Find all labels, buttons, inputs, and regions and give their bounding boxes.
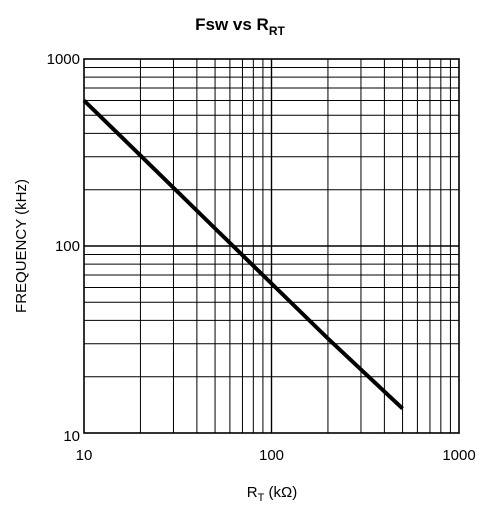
y-tick-labels: 10 100 1000 <box>47 51 80 445</box>
y-axis-label: FREQUENCY (kHz) <box>13 179 30 313</box>
x-axis-label: RT (kΩ) <box>247 484 297 504</box>
series-layer <box>82 99 404 411</box>
grid <box>84 59 459 433</box>
plot-frame <box>83 58 460 434</box>
x-axis-label-unit: (kΩ) <box>264 484 297 501</box>
x-axis-label-subscript: T <box>258 492 265 504</box>
y-tick-label: 100 <box>55 238 80 255</box>
y-tick-label: 10 <box>63 428 80 445</box>
chart-title: Fsw vs RRT <box>195 15 285 38</box>
x-tick-label: 1000 <box>442 447 475 464</box>
chart-title-main: Fsw vs R <box>195 15 269 34</box>
series-line <box>82 99 404 411</box>
chart-title-subscript: RT <box>269 24 286 38</box>
x-tick-labels: 10 100 1000 <box>76 447 476 464</box>
x-axis-label-main: R <box>247 484 258 501</box>
y-tick-label: 1000 <box>47 51 80 68</box>
x-tick-label: 100 <box>259 447 284 464</box>
x-tick-label: 10 <box>76 447 93 464</box>
